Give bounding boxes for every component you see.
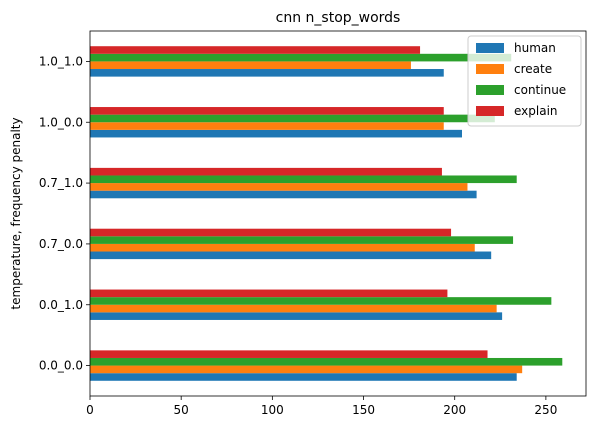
bar-create-0.7_1.0 [90, 183, 468, 191]
bar-human-1.0_0.0 [90, 129, 462, 138]
bars-group [90, 46, 563, 381]
bar-create-0.7_0.0 [90, 243, 475, 252]
x-tick-label: 50 [174, 403, 189, 417]
bar-human-0.7_0.0 [90, 251, 492, 260]
plot-frame [89, 30, 587, 397]
axes-group: 0 50 100 150 200 250 0.0_0.0 0.0_1.0 0.7_0.0 0.7_… [39, 30, 587, 417]
chart-title: cnn n_stop_words [276, 10, 401, 26]
legend-label-create: create [514, 62, 552, 76]
bar-explain-1.0_1.0 [90, 46, 421, 54]
bar-human-0.7_1.0 [90, 190, 477, 199]
bar-explain-0.7_0.0 [90, 228, 452, 237]
bar-explain-0.0_0.0 [90, 350, 488, 358]
y-tick-label: 1.0_1.0 [39, 54, 83, 68]
legend-swatch-create [476, 64, 504, 74]
y-tick-label: 0.7_0.0 [39, 237, 83, 251]
bar-create-0.0_0.0 [90, 365, 523, 374]
y-tick-label: 0.7_1.0 [39, 176, 83, 190]
bar-explain-0.0_1.0 [90, 289, 448, 298]
legend-swatch-continue [476, 85, 504, 95]
legend-label-continue: continue [514, 83, 566, 97]
x-tick-label: 0 [86, 403, 94, 417]
x-tick-label: 200 [443, 403, 466, 417]
bar-continue-0.7_1.0 [90, 175, 517, 184]
y-tick-label: 0.0_1.0 [39, 298, 83, 312]
bar-human-0.0_1.0 [90, 312, 503, 320]
bar-explain-0.7_1.0 [90, 167, 442, 176]
legend: human create continue explain [467, 35, 582, 127]
bar-continue-0.0_1.0 [90, 297, 552, 305]
bar-continue-1.0_1.0 [90, 53, 512, 62]
x-tick-label: 100 [261, 403, 284, 417]
y-tick-label: 0.0_0.0 [39, 359, 83, 373]
bar-create-1.0_1.0 [90, 61, 411, 70]
bar-continue-1.0_0.0 [90, 114, 495, 123]
bar-explain-1.0_0.0 [90, 107, 444, 115]
bar-create-0.0_1.0 [90, 304, 497, 313]
bar-create-1.0_0.0 [90, 122, 444, 130]
x-tick-label: 250 [534, 403, 557, 417]
legend-box [467, 35, 582, 127]
legend-swatch-human [476, 43, 504, 53]
y-axis-label: temperature, frequency penalty [9, 117, 23, 309]
bar-continue-0.0_0.0 [90, 357, 563, 366]
bar-human-0.0_0.0 [90, 373, 517, 381]
legend-swatch-explain [476, 106, 504, 116]
bar-continue-0.7_0.0 [90, 236, 514, 244]
legend-label-explain: explain [514, 104, 558, 118]
legend-label-human: human [514, 41, 556, 55]
x-tick-label: 150 [352, 403, 375, 417]
bar-human-1.0_1.0 [90, 69, 444, 77]
y-tick-label: 1.0_0.0 [39, 115, 83, 129]
